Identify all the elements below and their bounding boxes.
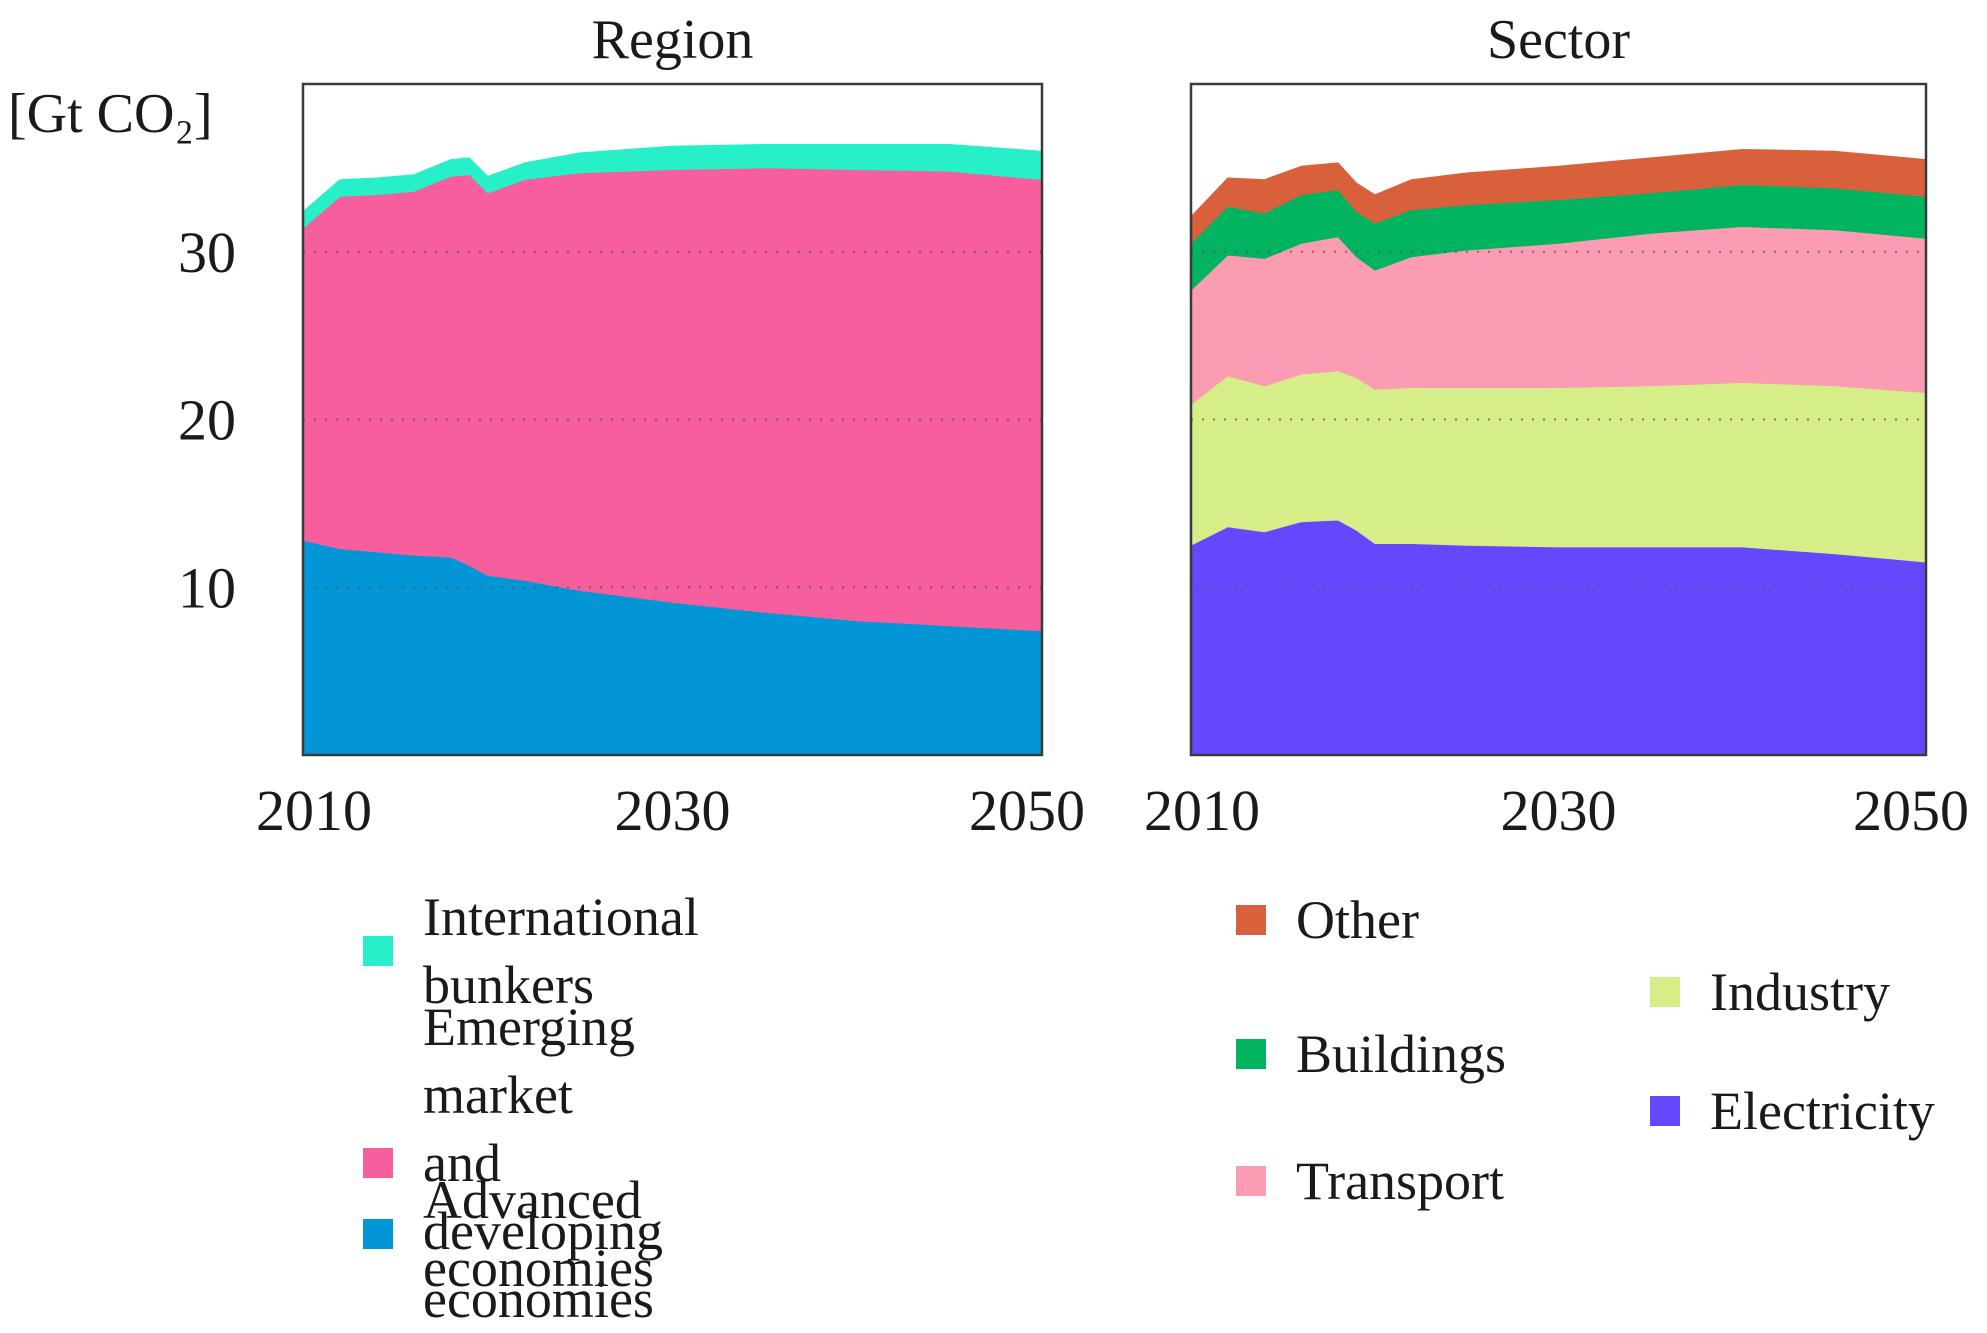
- legend-swatch-advanced-economies: [363, 1219, 393, 1249]
- chart-title: Sector: [1487, 9, 1630, 71]
- legend-item-other: Other: [1236, 886, 1419, 954]
- legend-item-electricity: Electricity: [1650, 1077, 1935, 1145]
- sector-panel: Sector 2010 2030 2050: [1144, 9, 1969, 843]
- chart-title: Region: [592, 9, 754, 71]
- legend-item-transport: Transport: [1236, 1147, 1504, 1215]
- legend-label: Industry: [1710, 962, 1890, 1022]
- legend-swatch-industry: [1650, 977, 1680, 1007]
- y-axis-unit-label: [Gt CO₂]: [8, 83, 213, 145]
- legend-swatch-buildings: [1236, 1039, 1266, 1069]
- y-tick-label: 10: [178, 555, 236, 620]
- x-tick-label: 2010: [1144, 778, 1260, 843]
- area-electricity: [1190, 519, 1927, 756]
- legend-swatch-emerging-economies: [363, 1148, 393, 1178]
- legend-item-buildings: Buildings: [1236, 1020, 1506, 1088]
- legend-swatch-transport: [1236, 1166, 1266, 1196]
- legend-item-international-bunkers: International bunkers: [363, 883, 699, 1019]
- x-tick-label: 2010: [256, 778, 372, 843]
- legend-swatch-international-bunkers: [363, 936, 393, 966]
- legend-label: Electricity: [1710, 1081, 1935, 1141]
- legend-swatch-electricity: [1650, 1096, 1680, 1126]
- legend-item-industry: Industry: [1650, 958, 1890, 1026]
- plot-frame: [301, 82, 1044, 757]
- legend-swatch-other: [1236, 905, 1266, 935]
- x-tick-label: 2030: [1501, 778, 1617, 843]
- x-tick-label: 2030: [615, 778, 731, 843]
- x-tick-label: 2050: [969, 778, 1085, 843]
- legend-label: Other: [1296, 890, 1419, 950]
- plot-frame: [1189, 82, 1928, 757]
- legend-label: Buildings: [1296, 1024, 1507, 1084]
- legend-label: International bunkers: [423, 887, 699, 1015]
- y-tick-label: 20: [178, 388, 236, 453]
- legend-label: Advanced economies: [423, 1170, 654, 1298]
- legend-label: Transport: [1296, 1151, 1505, 1211]
- x-tick-label: 2050: [1853, 778, 1969, 843]
- y-tick-label: 30: [178, 220, 236, 285]
- legend-item-advanced-economies: Advanced economies: [363, 1166, 654, 1302]
